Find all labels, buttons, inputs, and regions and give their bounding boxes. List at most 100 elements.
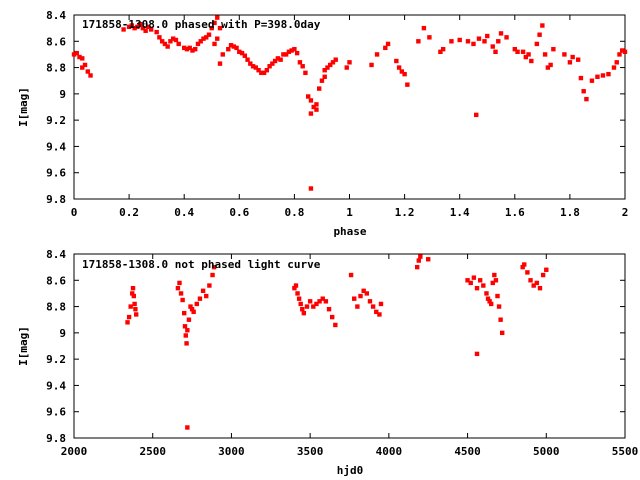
data-point: [237, 49, 242, 54]
data-point: [215, 15, 220, 20]
data-point: [405, 82, 410, 87]
data-point: [295, 291, 300, 296]
unphased-chart-title: 171858-1308.0 not phased light curve: [82, 258, 321, 271]
data-point: [185, 328, 190, 333]
data-point: [567, 60, 573, 65]
data-point: [289, 48, 294, 53]
data-point: [476, 36, 482, 41]
data-point: [239, 50, 245, 56]
data-point: [178, 291, 184, 296]
x-tick-label: 4000: [376, 445, 403, 458]
data-point: [146, 24, 151, 30]
y-tick-label: 8.8: [46, 62, 66, 75]
data-point: [329, 314, 335, 320]
data-point: [245, 57, 250, 62]
data-point: [210, 272, 215, 278]
data-point: [311, 104, 316, 110]
data-point: [175, 285, 181, 291]
data-point: [325, 65, 330, 70]
data-point: [189, 307, 195, 312]
data-point: [319, 78, 325, 83]
y-tick-label: 8.8: [46, 301, 66, 314]
data-point: [281, 52, 286, 57]
data-point: [77, 54, 82, 60]
y-tick-label: 9.2: [46, 353, 66, 366]
data-point: [385, 41, 391, 47]
data-point: [215, 36, 220, 41]
data-point: [500, 330, 505, 336]
data-point: [542, 52, 548, 57]
data-point: [396, 65, 402, 70]
x-tick-label: 3500: [297, 445, 324, 458]
data-point: [259, 70, 264, 76]
data-point: [88, 73, 93, 78]
data-point: [242, 53, 248, 58]
data-point: [418, 254, 423, 259]
data-point: [570, 54, 575, 60]
data-point: [184, 46, 190, 52]
data-point: [234, 45, 239, 51]
data-point: [534, 280, 540, 286]
data-point: [201, 36, 206, 41]
data-point: [182, 324, 188, 329]
data-point: [195, 41, 201, 47]
data-point: [296, 296, 302, 301]
data-point: [504, 35, 509, 40]
x-tick-label: 0.2: [119, 206, 139, 219]
data-point: [496, 304, 502, 309]
data-point: [377, 312, 382, 317]
data-point: [394, 58, 399, 64]
data-point: [515, 49, 520, 54]
data-point: [217, 61, 223, 66]
data-point: [487, 299, 492, 304]
data-point: [495, 293, 500, 299]
data-point: [197, 296, 203, 301]
data-point: [253, 65, 259, 70]
data-point: [534, 41, 540, 47]
data-point: [314, 107, 319, 112]
data-point: [300, 307, 305, 312]
data-point: [194, 301, 199, 307]
x-tick-label: 0.4: [174, 206, 194, 219]
data-point: [133, 312, 139, 317]
data-point: [125, 320, 130, 325]
unphased-y-axis-label: I[mag]: [17, 326, 30, 366]
data-point: [190, 48, 195, 53]
data-point: [589, 78, 595, 83]
data-point: [620, 48, 625, 53]
data-point: [522, 262, 527, 267]
data-point: [449, 39, 454, 44]
y-tick-label: 9.2: [46, 114, 66, 127]
data-point: [182, 310, 187, 316]
data-point: [474, 112, 479, 118]
x-tick-label: 5000: [533, 445, 560, 458]
data-point: [344, 65, 349, 70]
data-point: [482, 39, 487, 44]
data-point: [493, 49, 498, 54]
data-point: [132, 25, 137, 31]
data-point: [374, 52, 380, 57]
data-point: [270, 61, 275, 66]
data-point: [485, 33, 490, 39]
data-point: [204, 35, 209, 40]
unphased-axis-ticks: 2000 2500 3000 3500 4000 4500 5000 5500 8.4 8.6 8.…: [46, 248, 638, 458]
data-point: [322, 74, 327, 79]
data-point: [496, 39, 501, 44]
data-point: [323, 299, 329, 304]
unphased-plot-frame: [73, 253, 626, 439]
y-tick-label: 9: [59, 327, 66, 340]
data-point: [211, 264, 217, 270]
data-point: [275, 56, 281, 61]
data-point: [131, 293, 137, 299]
data-point: [292, 46, 297, 52]
data-point: [301, 310, 307, 316]
data-point: [490, 44, 495, 49]
y-tick-label: 8.6: [46, 35, 66, 48]
data-point: [314, 102, 319, 107]
x-tick-label: 2500: [139, 445, 166, 458]
y-tick-label: 9.6: [46, 406, 66, 419]
data-point: [540, 23, 545, 28]
data-point: [303, 70, 308, 76]
data-point: [537, 285, 543, 291]
data-point: [498, 31, 504, 36]
